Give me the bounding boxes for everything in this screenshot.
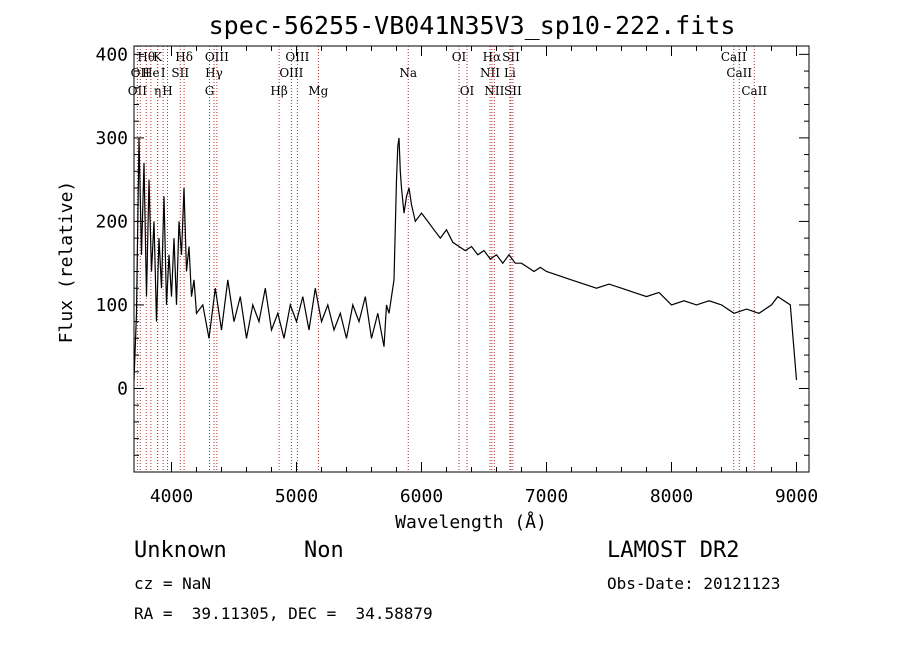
line-marker-label-28: CaII	[741, 84, 767, 98]
line-marker-label-15: OIII	[285, 50, 309, 64]
line-marker-label-23: Li	[504, 66, 516, 80]
line-marker-label-12: OIII	[205, 50, 229, 64]
y-tick-label-4: 400	[95, 44, 128, 65]
plot-frame	[133, 45, 810, 473]
line-marker-label-5: η	[154, 84, 161, 98]
object-class: Unknown	[134, 538, 227, 563]
line-marker-label-4: K	[153, 50, 163, 64]
redshift-cz: cz = NaN	[134, 574, 212, 593]
line-marker-label-10: G	[205, 84, 215, 98]
line-marker-label-25: SII	[504, 84, 522, 98]
y-tick-label-3: 300	[95, 128, 128, 149]
line-marker-label-27: CaII	[726, 66, 752, 80]
line-marker-label-20: NII	[480, 66, 500, 80]
line-marker-label-16: Mg	[308, 84, 328, 98]
line-marker-label-7: H	[162, 84, 172, 98]
line-marker-label-14: OIII	[279, 66, 303, 80]
line-marker-label-22: NII	[484, 84, 504, 98]
ra-dec-coordinates: RA = 39.11305, DEC = 34.58879	[134, 604, 433, 623]
line-marker-label-0: OII	[128, 84, 148, 98]
observation-date: Obs-Date: 20121123	[607, 574, 781, 593]
line-marker-label-2: Hθ	[137, 50, 155, 64]
x-tick-label-4: 8000	[650, 486, 693, 507]
x-tick-label-3: 7000	[525, 486, 568, 507]
line-marker-label-13: Hβ	[270, 84, 287, 98]
x-axis: 4000 5000 6000 7000 8000 9000	[150, 46, 818, 507]
x-tick-label-1: 5000	[275, 486, 318, 507]
y-tick-label-0: 0	[117, 378, 128, 399]
line-marker-label-19: OI	[460, 84, 475, 98]
line-marker-label-11: Hγ	[205, 66, 223, 80]
spectrum-line	[133, 137, 798, 381]
x-tick-label-2: 6000	[400, 486, 443, 507]
line-marker-label-9: Hδ	[175, 50, 193, 64]
y-axis-label: Flux (relative)	[56, 181, 77, 344]
x-tick-label-5: 9000	[775, 486, 818, 507]
line-marker-label-17: Na	[399, 66, 417, 80]
object-subclass: Non	[304, 538, 344, 563]
x-tick-label-0: 4000	[150, 486, 193, 507]
line-marker-label-1: OII	[131, 66, 151, 80]
y-tick-label-2: 200	[95, 211, 128, 232]
line-marker-label-6: I	[161, 66, 166, 80]
survey-name: LAMOST DR2	[607, 538, 740, 563]
chart-title: spec-56255-VB041N35V3_sp10-222.fits	[209, 11, 736, 40]
line-marker-label-8: SII	[171, 66, 189, 80]
line-marker-label-21: Hα	[483, 50, 502, 64]
line-marker-label-24: SII	[502, 50, 520, 64]
line-marker-label-18: OI	[452, 50, 467, 64]
x-axis-label: Wavelength (Å)	[395, 511, 547, 533]
y-tick-label-1: 100	[95, 295, 128, 316]
line-marker-label-26: CaII	[721, 50, 747, 64]
y-axis: 0 100 200 300 400	[95, 44, 809, 473]
line-marker-label-3: He	[142, 66, 160, 80]
